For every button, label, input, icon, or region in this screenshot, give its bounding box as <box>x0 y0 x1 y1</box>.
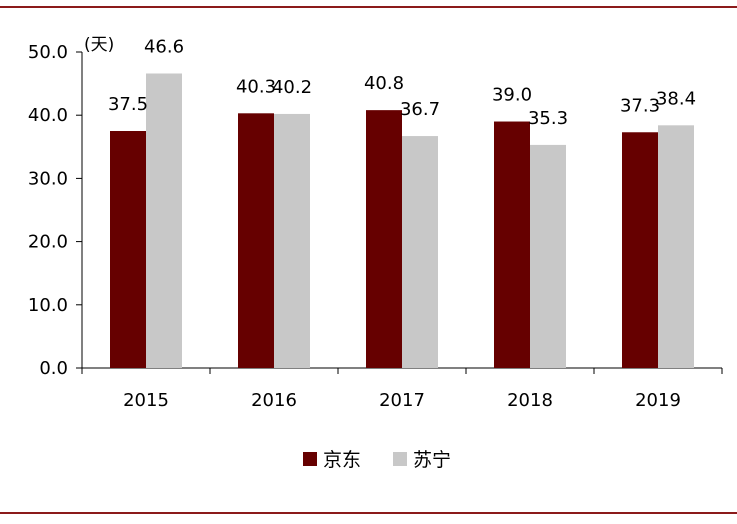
x-tick-label: 2018 <box>507 390 553 411</box>
legend-label-jd: 京东 <box>323 449 361 471</box>
bar-suning <box>402 136 438 368</box>
x-tick-label: 2015 <box>123 390 169 411</box>
y-tick-label: 0.0 <box>39 358 68 379</box>
data-label: 40.8 <box>364 73 404 94</box>
data-label: 36.7 <box>400 99 440 120</box>
y-tick-label: 20.0 <box>28 232 68 253</box>
data-label: 40.2 <box>272 77 312 98</box>
bar-data-labels: 37.5 46.6 40.340.2 40.8 36.7 39.035.3 37.338.4 <box>108 36 696 128</box>
data-label: 40.3 <box>236 76 276 97</box>
legend-swatch-suning <box>393 452 407 466</box>
bar-jd <box>622 132 658 368</box>
data-label: 37.3 <box>620 95 660 116</box>
y-axis: 0.0 10.0 20.0 30.0 40.0 50.0 <box>28 42 83 379</box>
x-tick-label: 2019 <box>635 390 681 411</box>
bar-jd <box>366 110 402 369</box>
y-tick-label: 50.0 <box>28 42 68 63</box>
legend-swatch-jd <box>303 452 317 466</box>
data-label: 35.3 <box>528 108 568 129</box>
y-tick-label: 10.0 <box>28 295 68 316</box>
data-label: 39.0 <box>492 85 532 106</box>
bar-jd <box>494 121 530 369</box>
bar-jd <box>238 113 274 368</box>
data-label: 38.4 <box>656 88 696 109</box>
legend-label-suning: 苏宁 <box>413 449 451 471</box>
data-label: 46.6 <box>144 36 184 57</box>
bar-suning <box>658 125 694 368</box>
bar-suning <box>146 73 182 368</box>
y-tick-label: 40.0 <box>28 105 68 126</box>
data-label: 37.5 <box>108 94 148 115</box>
x-tick-label: 2017 <box>379 390 425 411</box>
bar-jd <box>110 131 146 368</box>
y-tick-label: 30.0 <box>28 168 68 189</box>
x-axis: 2015 2016 2017 2018 2019 <box>81 367 723 411</box>
bar-suning <box>530 144 566 368</box>
bars <box>110 73 694 369</box>
y-axis-unit-label: (天) <box>84 35 114 55</box>
x-tick-label: 2016 <box>251 390 297 411</box>
legend: 京东 苏宁 <box>303 449 451 471</box>
bar-suning <box>274 113 310 368</box>
